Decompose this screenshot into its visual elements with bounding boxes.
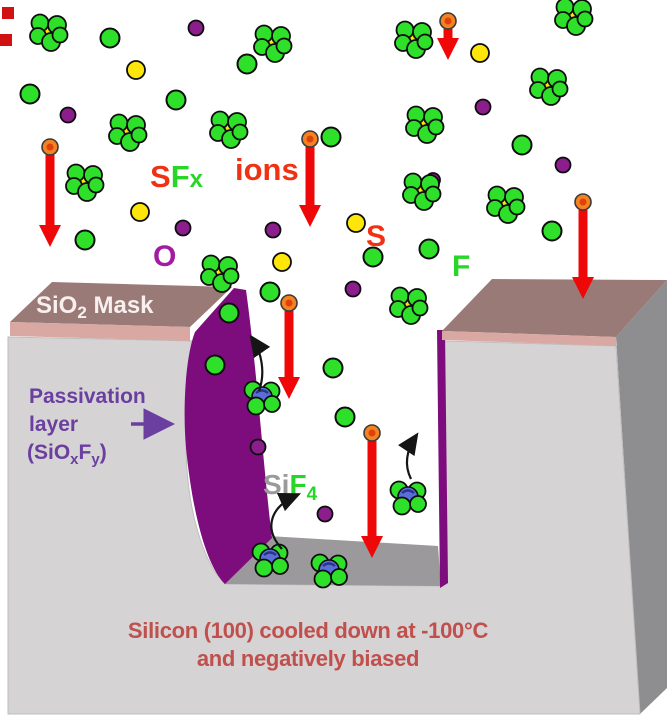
passivation-label-formula: (SiOxFy) [27,441,107,468]
caption-line2: and negatively biased [197,646,419,671]
oxygen-atom [59,106,77,124]
oxygen-atom [249,438,267,456]
sif4-molecule [310,553,348,589]
sif4-molecule [389,480,427,516]
desorption-arrow [398,432,419,480]
fluorine-atom [74,229,96,251]
desorption-arrows [249,334,419,550]
sfx-radical-molecule [389,286,429,325]
ion-particle [301,130,319,148]
sfx-radical-molecule-with-oxygen [402,172,442,211]
sulfur-atom [130,202,150,222]
mask-right-front-edge [442,331,616,346]
passivation-label-line2: layer [29,413,78,436]
ion-particle [41,138,59,156]
sfx-radical-molecule [65,163,105,202]
fluorine-atom [541,220,563,242]
fluorine-atom [19,83,41,105]
oxygen-atom [174,219,192,237]
mask-left-front-edge [10,322,190,341]
ion-particle [280,294,298,312]
oxygen-atom [264,221,282,239]
fluorine-atom [511,134,533,156]
fluorine-atom [322,357,344,379]
ion-trajectory-arrow [299,130,321,227]
silicon-side-face [616,280,667,714]
sfx-radical-molecule [405,105,445,144]
oxygen-atom [474,98,492,116]
fluorine-atom [99,27,121,49]
sulfur-atom [272,252,292,272]
label-sfx: SFx [150,159,204,194]
oxygen-atom [316,505,334,523]
sfx-radical-molecule [529,67,569,106]
ion-particle [574,193,592,211]
sif4-molecule [243,380,281,416]
mask-right-top-face [442,279,667,337]
sfx-radical-molecule [29,13,69,52]
sfx-radical-molecule [394,20,434,59]
fluorine-atom [218,302,240,324]
ion-trajectory-arrow [39,138,61,247]
red-marker [0,34,12,46]
ion-trajectory-arrow [437,12,459,60]
sif4-molecule [251,542,289,578]
red-marker [2,7,14,19]
fluorine-atom [418,238,440,260]
label-sulfur: S [366,220,386,253]
sulfur-atom [470,43,490,63]
label-sif4: SiF4 [263,469,318,505]
fluorine-atom [165,89,187,111]
sfx-radical-molecule [253,24,293,63]
sulfur-atom [126,60,146,80]
caption-line1: Silicon (100) cooled down at -100°C [128,618,489,643]
oxygen-atom [554,156,572,174]
substrate-caption: Silicon (100) cooled down at -100°C and … [128,618,489,671]
corner-markers [0,7,14,46]
sfx-radical-molecule [209,110,249,149]
sio2-mask-right [442,279,667,346]
sio2-mask-left: SiO2 Mask [10,282,232,341]
passivation-annotation: Passivation layer (SiOxFy) [27,385,175,468]
oxygen-atom [187,19,205,37]
species-labels: SFx ions O S F SiF4 [150,152,470,505]
passivation-label-line1: Passivation [29,385,146,408]
sfx-radical-molecule [554,0,594,36]
ion-trajectory-arrow [278,294,300,399]
label-ions: ions [235,152,299,187]
ion-particle [363,424,381,442]
particles [19,0,594,589]
ion-trajectory-arrow [361,424,383,558]
ion-particle [439,12,457,30]
desorption-arrow [270,493,302,550]
ion-arrows [39,12,594,558]
fluorine-atom [362,246,384,268]
passivation-right-wall [437,330,448,588]
oxygen-atom [344,280,362,298]
fluorine-atom [236,53,258,75]
fluorine-atom [259,281,281,303]
ion-trajectory-arrow [572,193,594,299]
fluorine-atom [320,126,342,148]
sfx-radical-molecule [108,113,148,152]
fluorine-atom [204,354,226,376]
label-fluorine: F [452,250,470,283]
desorption-arrow [249,334,271,392]
label-oxygen: O [153,240,176,273]
mask-label: SiO2 Mask [36,292,154,322]
sulfur-atom [346,213,366,233]
sfx-radical-molecule [200,254,240,293]
sfx-radical-molecule [486,185,526,224]
fluorine-atom [334,406,356,428]
mask-left-top-face [10,282,232,327]
